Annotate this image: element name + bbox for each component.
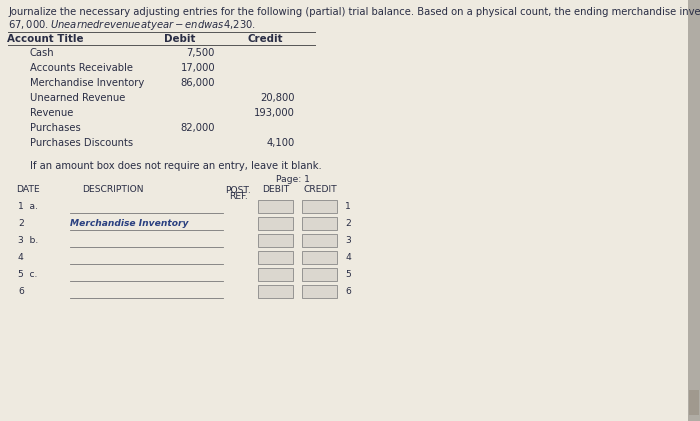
Text: REF.: REF. <box>229 192 247 201</box>
Text: 3  b.: 3 b. <box>18 236 38 245</box>
Text: CREDIT: CREDIT <box>303 184 337 194</box>
Text: 5  c.: 5 c. <box>18 270 37 279</box>
Bar <box>688 0 700 421</box>
Bar <box>302 251 337 264</box>
Bar <box>302 285 337 298</box>
Text: Merchandise Inventory: Merchandise Inventory <box>30 78 144 88</box>
Text: Purchases Discounts: Purchases Discounts <box>30 138 133 148</box>
Text: Cash: Cash <box>30 48 55 58</box>
Text: 7,500: 7,500 <box>187 48 215 58</box>
Text: 1: 1 <box>345 202 351 211</box>
Text: Accounts Receivable: Accounts Receivable <box>30 63 133 73</box>
Bar <box>302 200 337 213</box>
Text: 3: 3 <box>345 236 351 245</box>
Text: DEBIT: DEBIT <box>262 184 290 194</box>
Text: 193,000: 193,000 <box>254 108 295 118</box>
Text: Unearned Revenue: Unearned Revenue <box>30 93 125 103</box>
Bar <box>302 217 337 230</box>
Bar <box>258 268 293 281</box>
Bar <box>258 200 293 213</box>
Text: 6: 6 <box>18 287 24 296</box>
Text: Debit: Debit <box>164 34 196 44</box>
Text: Page: 1: Page: 1 <box>276 175 310 184</box>
Bar <box>258 285 293 298</box>
Bar <box>302 234 337 247</box>
Text: Credit: Credit <box>247 34 283 44</box>
Text: 2: 2 <box>345 219 351 228</box>
Text: 17,000: 17,000 <box>181 63 215 73</box>
Text: 20,800: 20,800 <box>260 93 295 103</box>
Text: POST.: POST. <box>225 186 251 195</box>
Bar <box>258 217 293 230</box>
Text: $67,000. Unearned revenue at year-end was $4,230.: $67,000. Unearned revenue at year-end wa… <box>8 18 256 32</box>
Text: 4,100: 4,100 <box>267 138 295 148</box>
Text: DESCRIPTION: DESCRIPTION <box>83 184 144 194</box>
Text: Merchandise Inventory: Merchandise Inventory <box>70 219 188 228</box>
Bar <box>689 390 699 415</box>
Bar <box>258 234 293 247</box>
Text: If an amount box does not require an entry, leave it blank.: If an amount box does not require an ent… <box>30 161 322 171</box>
Text: 4: 4 <box>18 253 24 262</box>
Text: 86,000: 86,000 <box>181 78 215 88</box>
Bar <box>258 251 293 264</box>
Text: 5: 5 <box>345 270 351 279</box>
Text: 1  a.: 1 a. <box>18 202 38 211</box>
Text: 6: 6 <box>345 287 351 296</box>
Text: DATE: DATE <box>16 184 40 194</box>
Text: Journalize the necessary adjusting entries for the following (partial) trial bal: Journalize the necessary adjusting entri… <box>8 7 700 17</box>
Bar <box>302 268 337 281</box>
Text: Purchases: Purchases <box>30 123 80 133</box>
Text: 4: 4 <box>345 253 351 262</box>
Text: 2: 2 <box>18 219 24 228</box>
Text: 82,000: 82,000 <box>181 123 215 133</box>
Text: Revenue: Revenue <box>30 108 74 118</box>
Text: Account Title: Account Title <box>7 34 83 44</box>
